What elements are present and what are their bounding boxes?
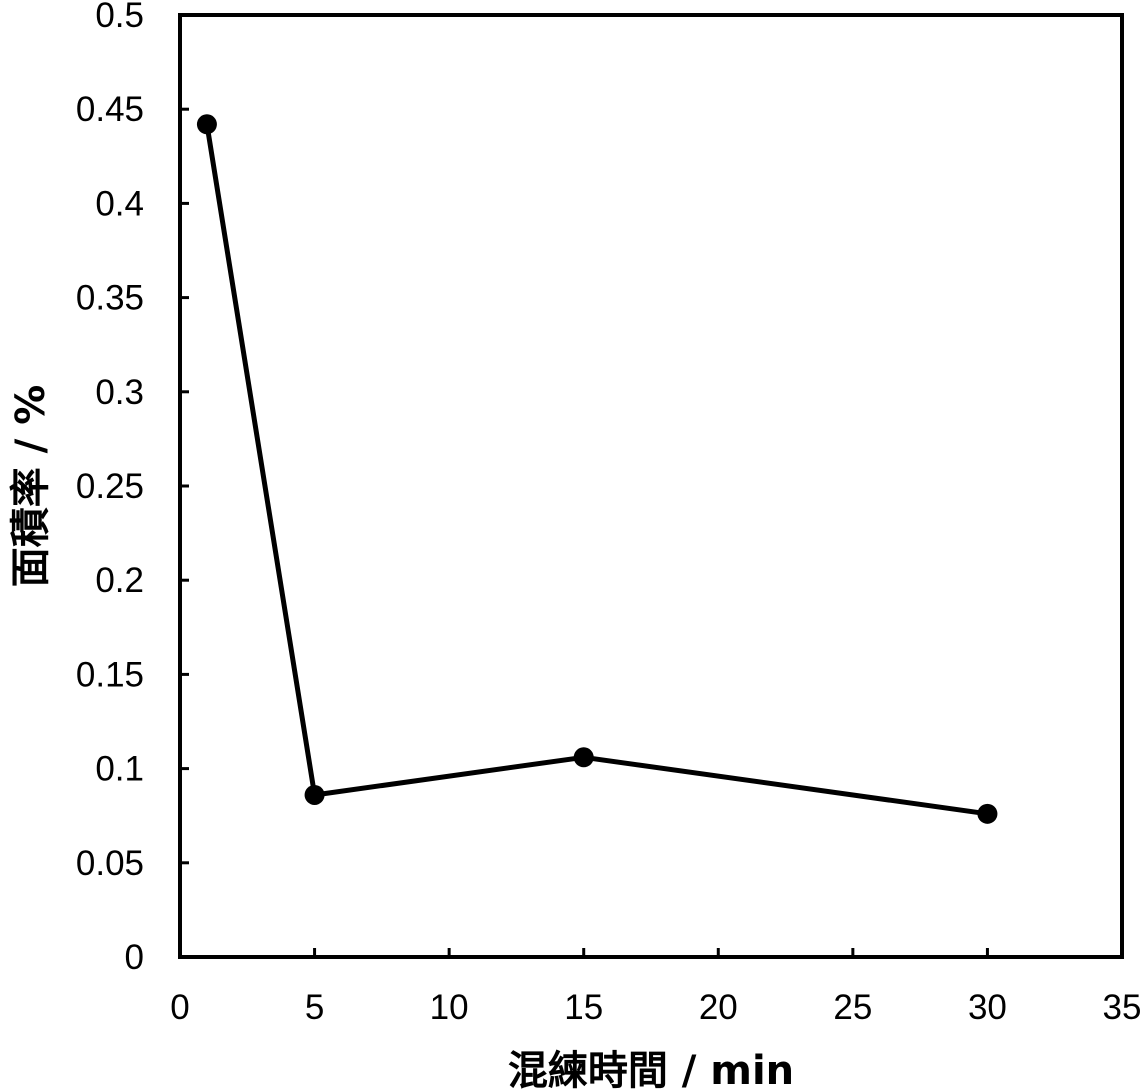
y-axis-title: 面積率 / % xyxy=(8,385,54,588)
y-tick-label: 0.5 xyxy=(95,0,144,35)
y-tick-label: 0.25 xyxy=(76,467,144,506)
y-tick-label: 0.1 xyxy=(95,750,144,789)
x-tick-label: 35 xyxy=(1103,988,1142,1027)
y-tick-label: 0.05 xyxy=(76,844,144,883)
x-tick-label: 20 xyxy=(699,988,738,1027)
data-point xyxy=(304,784,325,805)
y-tick-label: 0.3 xyxy=(95,373,144,412)
x-axis-title: 混練時間 / min xyxy=(508,1048,794,1090)
y-tick-label: 0.4 xyxy=(95,184,144,223)
x-axis: 0 5 10 15 20 25 30 35 xyxy=(170,948,1141,1027)
y-tick-label: 0 xyxy=(125,938,144,977)
y-axis: 0 0.05 0.1 0.15 0.2 0.25 0.3 0.35 0.4 0.45 0.5 xyxy=(76,0,189,977)
y-tick-label: 0.2 xyxy=(95,561,144,600)
series-line xyxy=(204,123,988,817)
x-tick-label: 25 xyxy=(833,988,872,1027)
data-point xyxy=(196,114,217,135)
y-tick-label: 0.15 xyxy=(76,655,144,694)
x-tick-label: 30 xyxy=(968,988,1007,1027)
y-tick-label: 0.45 xyxy=(76,90,144,129)
y-tick-label: 0.35 xyxy=(76,279,144,318)
x-tick-label: 15 xyxy=(564,988,603,1027)
series-group xyxy=(196,114,998,824)
x-tick-label: 5 xyxy=(305,988,324,1027)
x-tick-label: 0 xyxy=(170,988,189,1027)
x-tick-label: 10 xyxy=(430,988,469,1027)
data-point xyxy=(977,803,998,824)
data-point xyxy=(573,747,594,768)
